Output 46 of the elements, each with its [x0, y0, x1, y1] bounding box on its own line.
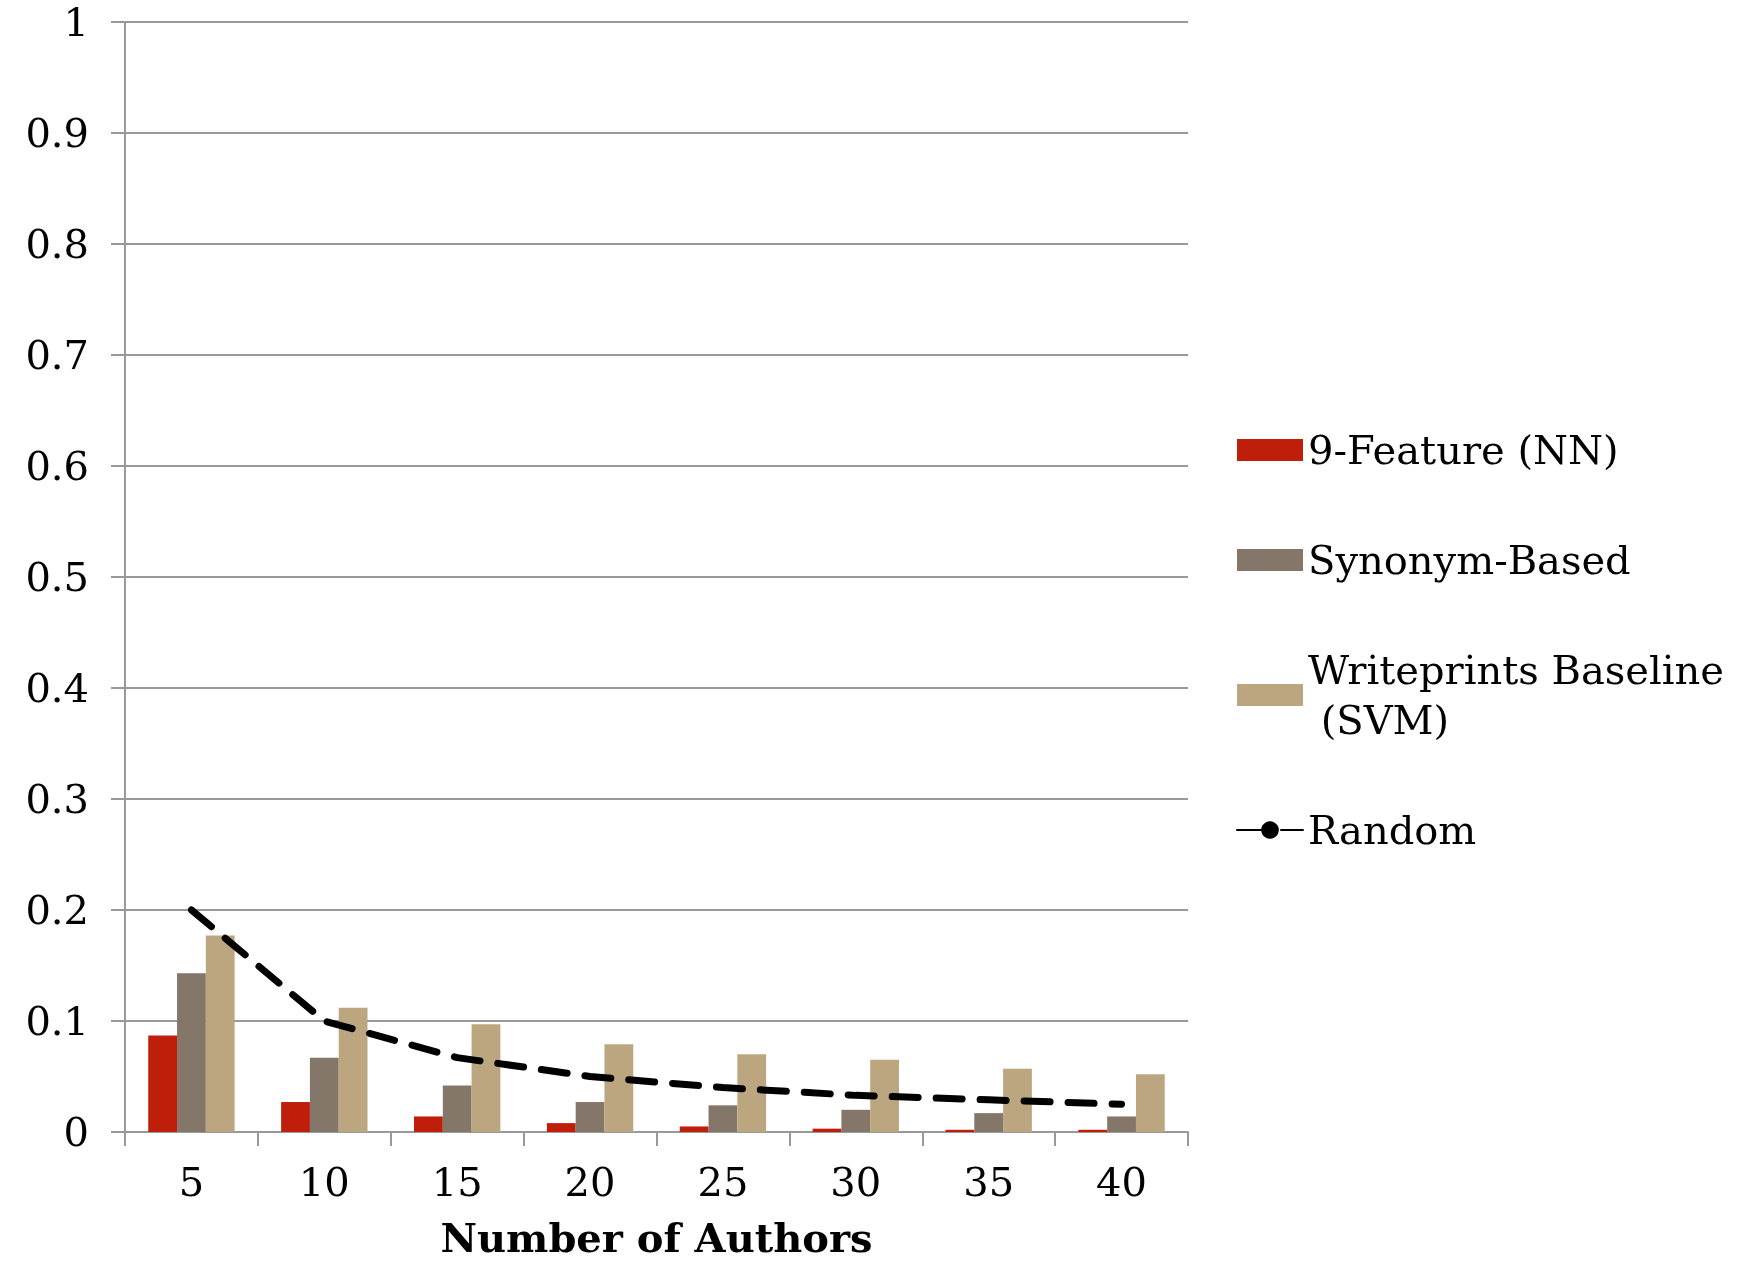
x-axis-title: Number of Authors — [440, 1213, 873, 1261]
bar — [708, 1105, 738, 1132]
y-tick-label: 0.3 — [25, 776, 89, 822]
bar — [471, 1024, 501, 1132]
bar — [737, 1054, 767, 1132]
x-tick-label: 35 — [963, 1159, 1015, 1205]
bar — [1107, 1116, 1136, 1132]
x-tick-label: 25 — [697, 1159, 749, 1205]
bar — [281, 1102, 310, 1132]
legend-label: 9-Feature (NN) — [1308, 427, 1619, 473]
y-tick-label: 0.2 — [25, 887, 89, 933]
bar — [870, 1059, 899, 1132]
y-tick-label: 0.4 — [25, 665, 89, 711]
x-tick-label: 30 — [830, 1159, 882, 1205]
bar — [177, 973, 206, 1132]
legend-label: Synonym-Based — [1308, 537, 1631, 583]
y-tick-label: 0.8 — [25, 221, 89, 267]
bar — [546, 1123, 576, 1132]
y-tick-label: 0.9 — [25, 110, 89, 156]
bar — [604, 1044, 634, 1132]
bar — [205, 935, 235, 1132]
bar — [442, 1085, 472, 1132]
x-tick-label: 40 — [1096, 1159, 1148, 1205]
bar — [309, 1057, 339, 1132]
bar — [679, 1126, 709, 1132]
x-tick-label: 15 — [431, 1159, 483, 1205]
legend-label: Writeprints Baseline (SVM) — [1308, 647, 1725, 743]
x-tick-label: 20 — [564, 1159, 616, 1205]
y-tick-label: 0.7 — [25, 332, 89, 378]
bar — [575, 1102, 605, 1132]
bar — [1078, 1129, 1108, 1132]
legend-label: Random — [1308, 807, 1477, 853]
y-tick-label: 0 — [63, 1109, 89, 1155]
bar — [1003, 1068, 1032, 1132]
x-tick-label: 5 — [178, 1159, 205, 1205]
bar — [148, 1035, 178, 1132]
y-tick-label: 0.1 — [25, 998, 89, 1044]
x-tick-label: 10 — [298, 1159, 350, 1205]
bar — [974, 1113, 1004, 1132]
bar — [1135, 1074, 1165, 1132]
bar — [338, 1007, 368, 1132]
bar — [841, 1109, 871, 1132]
y-tick-label: 0.5 — [25, 554, 89, 600]
bar — [414, 1116, 443, 1132]
y-tick-label: 1 — [63, 0, 89, 45]
y-tick-label: 0.6 — [25, 443, 89, 489]
